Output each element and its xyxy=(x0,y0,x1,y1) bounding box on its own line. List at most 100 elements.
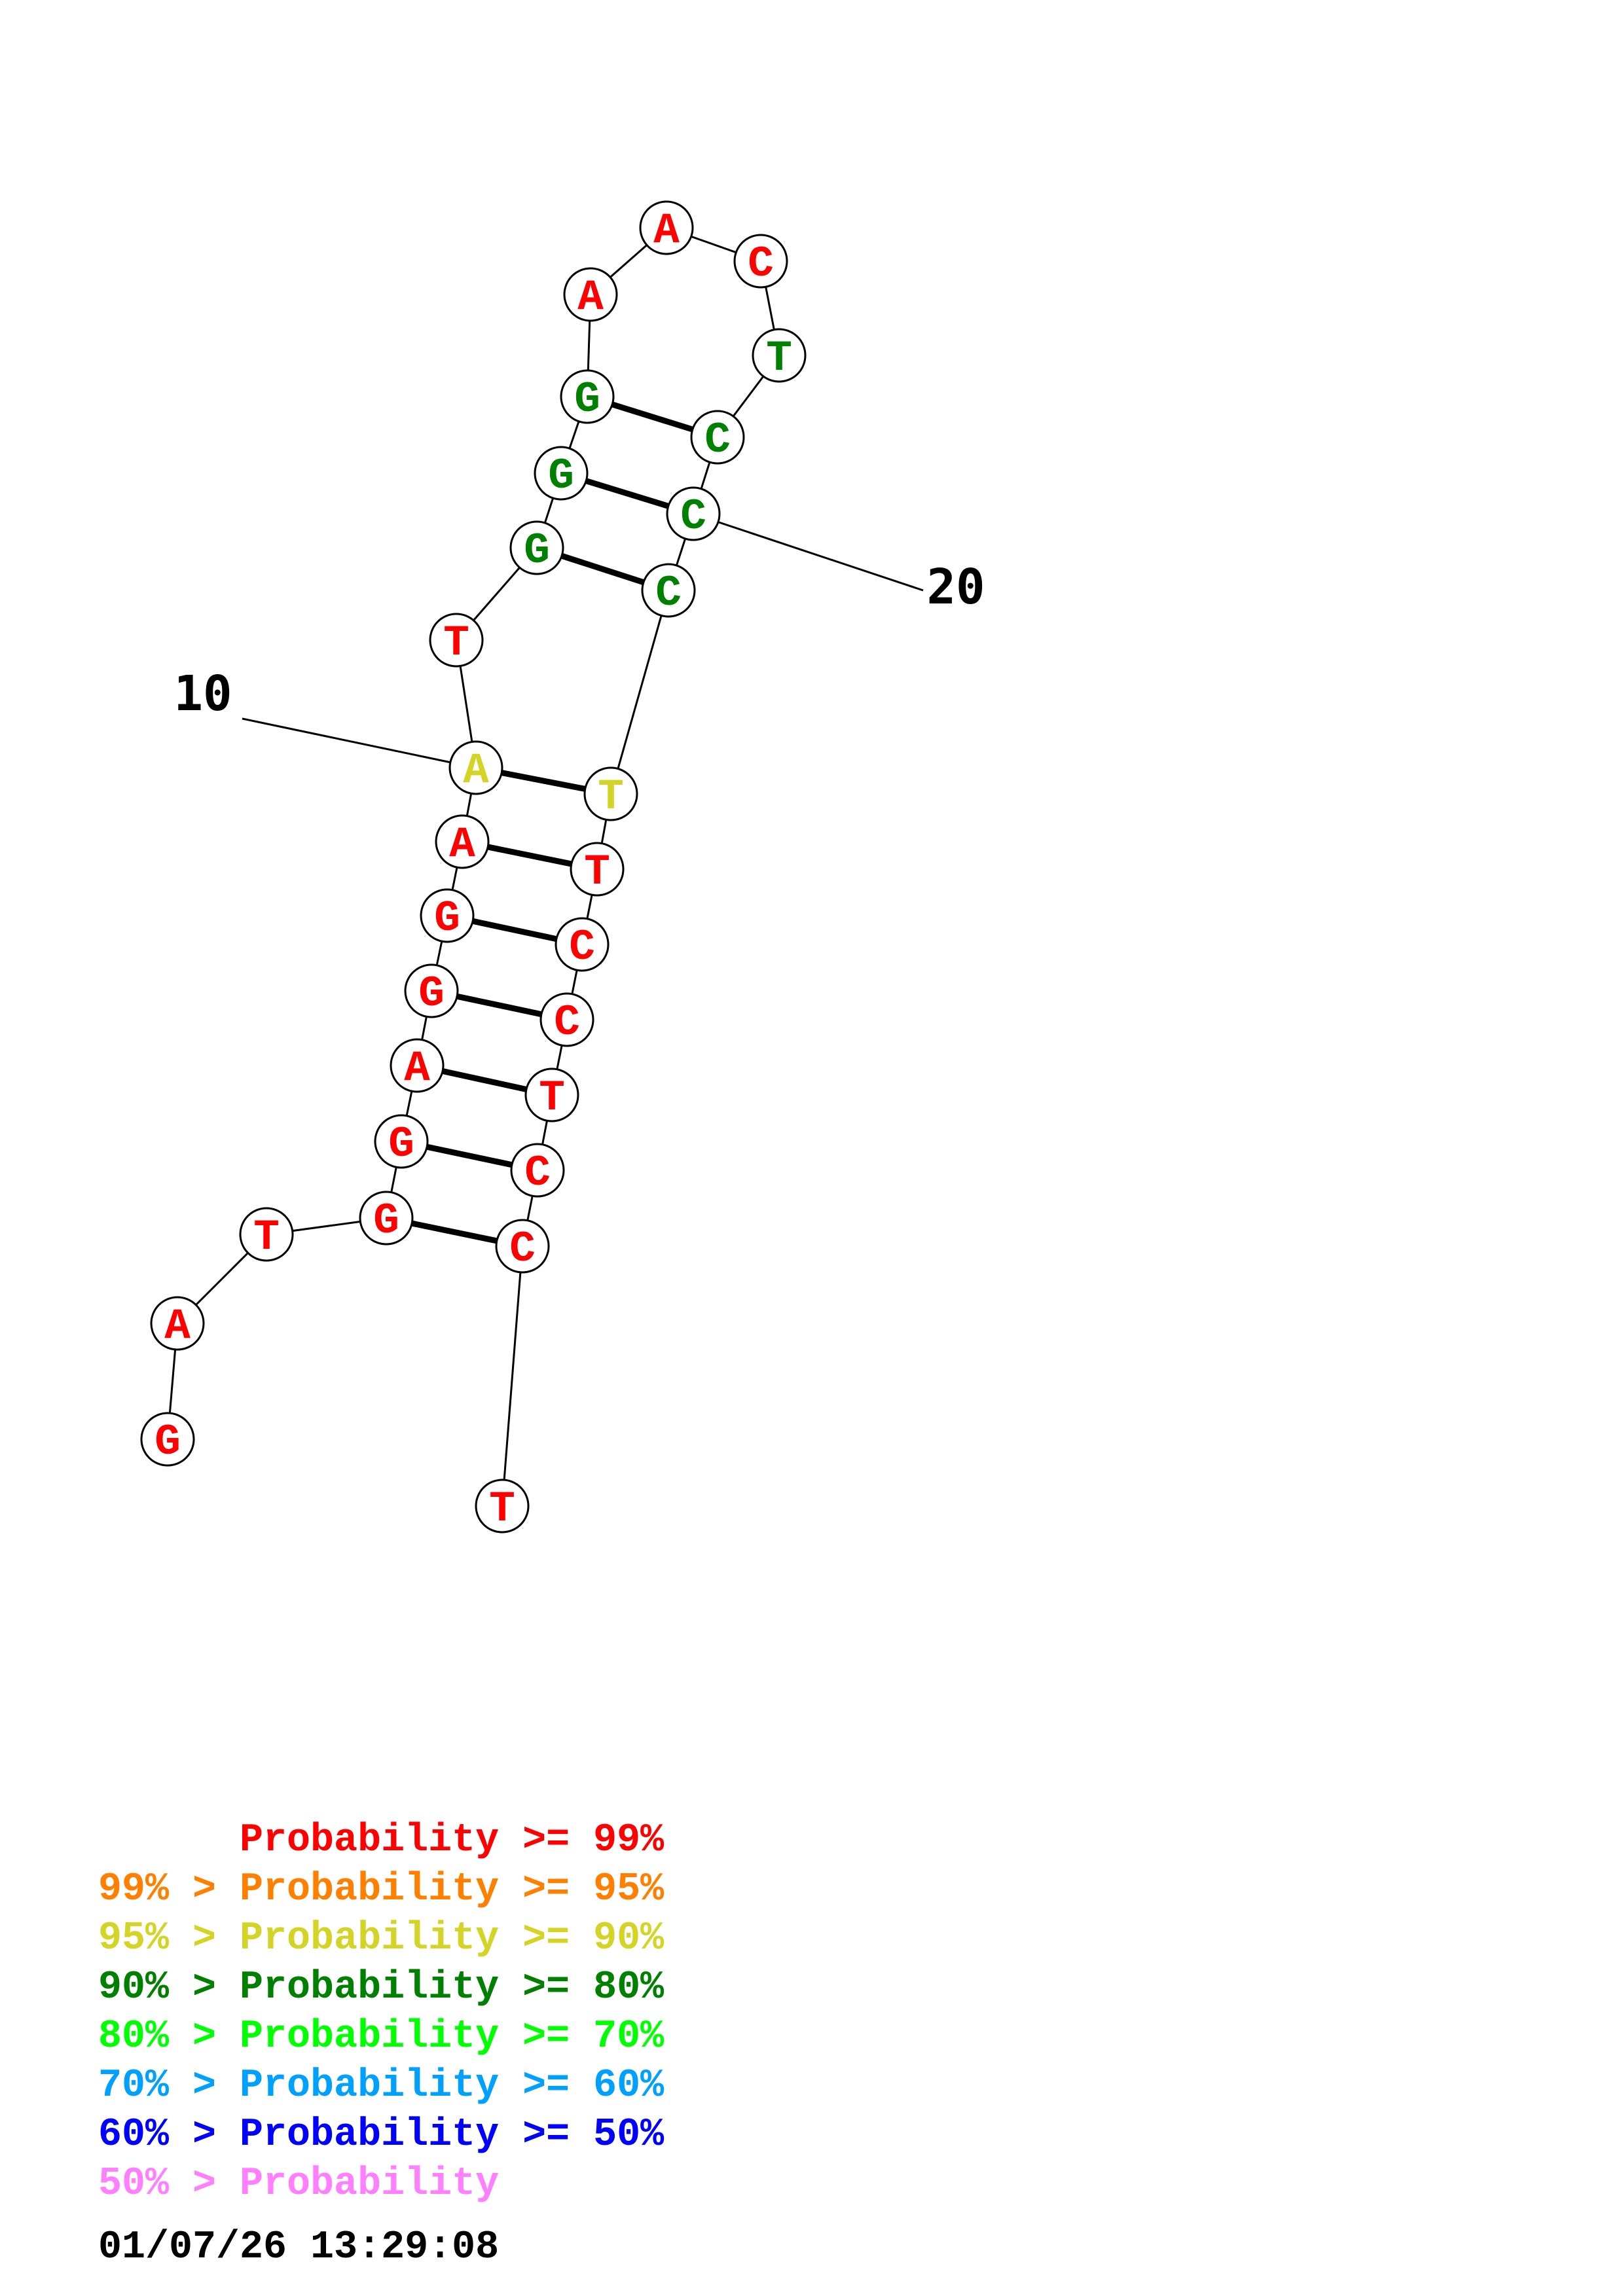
nucleotide-base: A xyxy=(577,273,604,322)
nucleotide-circle xyxy=(570,842,625,897)
nucleotide-circle xyxy=(140,1412,195,1467)
nucleotide-base: A xyxy=(449,820,475,869)
nucleotide: G xyxy=(374,1114,429,1169)
legend-line-90-80: 90% > Probability >= 80% xyxy=(98,1965,665,2010)
nucleotide: C xyxy=(539,992,594,1047)
index-label: 20 xyxy=(926,559,985,615)
nucleotide-circle xyxy=(690,410,745,465)
legend-line-ge99: Probability >= 99% xyxy=(98,1818,665,1863)
nucleotide-circle xyxy=(420,888,475,943)
backbone-segment xyxy=(610,590,670,795)
backbone-segment xyxy=(501,1246,524,1507)
nucleotide: G xyxy=(509,520,564,575)
nucleotide: G xyxy=(534,446,589,501)
legend-line-80-70: 80% > Probability >= 70% xyxy=(98,2015,665,2059)
nucleotide: C xyxy=(690,410,745,465)
timestamp: 01/07/26 13:29:08 xyxy=(98,2225,500,2270)
nucleotide-base: C xyxy=(655,569,682,618)
nucleotide-base: G xyxy=(574,375,600,424)
nucleotide-circle xyxy=(539,992,594,1047)
nucleotide: C xyxy=(510,1143,565,1198)
nucleotide-circle xyxy=(359,1191,414,1246)
legend-line-99-95: 99% > Probability >= 95% xyxy=(98,1867,665,1912)
nucleotide-circle xyxy=(448,740,503,795)
nucleotide: C xyxy=(733,234,788,289)
nucleotide-base: G xyxy=(434,894,460,943)
nucleotide: A xyxy=(639,200,694,255)
nucleotide-base: T xyxy=(766,334,792,383)
nucleotide: C xyxy=(555,917,610,972)
nucleotide-base: T xyxy=(584,848,610,897)
nucleotide-circle xyxy=(429,613,484,668)
nucleotide-circle xyxy=(641,563,696,618)
nucleotide-base: C xyxy=(704,416,731,465)
nucleotide-base: G xyxy=(155,1418,181,1467)
nucleotide-base: G xyxy=(548,452,574,501)
nucleotide-base: G xyxy=(373,1196,399,1246)
nucleotide-circle xyxy=(475,1479,530,1534)
nucleotide-base: G xyxy=(524,526,550,575)
nucleotide-base: T xyxy=(489,1484,515,1534)
legend-line-70-60: 70% > Probability >= 60% xyxy=(98,2064,665,2108)
nucleotide-base: C xyxy=(748,240,774,289)
nucleotide-circle xyxy=(639,200,694,255)
nucleotide-base: A xyxy=(164,1302,191,1351)
nucleotide-circle xyxy=(733,234,788,289)
index-labels: 10 20 xyxy=(173,512,985,769)
nucleotide-circle xyxy=(560,369,615,424)
nucleotide-circle xyxy=(509,520,564,575)
nucleotide: A xyxy=(448,740,503,795)
nucleotide-circle xyxy=(390,1038,445,1093)
nucleotide-base: T xyxy=(539,1073,565,1122)
nucleotide-circle xyxy=(435,814,490,869)
nucleotide: T xyxy=(239,1207,294,1262)
nucleotide-circle xyxy=(583,766,638,821)
nucleotide-base: A xyxy=(404,1044,430,1093)
nucleotide-circle xyxy=(239,1207,294,1262)
nucleotide-circle xyxy=(563,267,618,322)
nucleotide: T xyxy=(429,613,484,668)
nucleotide-circle xyxy=(150,1296,205,1351)
nucleotide-circle xyxy=(510,1143,565,1198)
legend-line-60-50: 60% > Probability >= 50% xyxy=(98,2113,665,2157)
nucleotide-circle xyxy=(752,328,807,383)
nucleotide-base: C xyxy=(569,923,595,972)
nucleotide-base: C xyxy=(524,1149,551,1198)
nucleotide-base: T xyxy=(253,1213,280,1262)
nucleotide-base: G xyxy=(418,969,445,1018)
nucleotide-base: A xyxy=(463,746,489,795)
nucleotide-base: C xyxy=(509,1225,536,1274)
nucleotide-base: T xyxy=(598,772,624,821)
nucleotide: C xyxy=(666,486,721,541)
nucleotide-circle xyxy=(534,446,589,501)
nucleotide-circle xyxy=(404,963,459,1018)
index-label: 10 xyxy=(173,666,232,722)
nucleotide: T xyxy=(475,1479,530,1534)
index-tick-line xyxy=(693,512,924,592)
nucleotide: T xyxy=(570,842,625,897)
nucleotide: G xyxy=(140,1412,195,1467)
nucleotide-circle xyxy=(555,917,610,972)
nucleotide: G xyxy=(560,369,615,424)
nucleotide: G xyxy=(359,1191,414,1246)
nucleotide: A xyxy=(563,267,618,322)
nucleotide: C xyxy=(495,1219,550,1274)
nucleotide-circle xyxy=(524,1067,579,1122)
nucleotide-base: G xyxy=(388,1120,414,1169)
index-tick-line xyxy=(242,717,477,769)
nucleotide: T xyxy=(752,328,807,383)
nucleotide: A xyxy=(390,1038,445,1093)
nucleotide: A xyxy=(150,1296,205,1351)
nucleotide: A xyxy=(435,814,490,869)
nucleotide-base: C xyxy=(554,998,580,1047)
legend-line-95-90: 95% > Probability >= 90% xyxy=(98,1916,665,1961)
nucleotide: T xyxy=(583,766,638,821)
nucleotide-base: T xyxy=(443,619,469,668)
nucleotide: T xyxy=(524,1067,579,1122)
nucleotide-base: C xyxy=(680,492,706,541)
nucleotide: G xyxy=(420,888,475,943)
nucleotide-circle xyxy=(666,486,721,541)
nucleotide-circle xyxy=(495,1219,550,1274)
